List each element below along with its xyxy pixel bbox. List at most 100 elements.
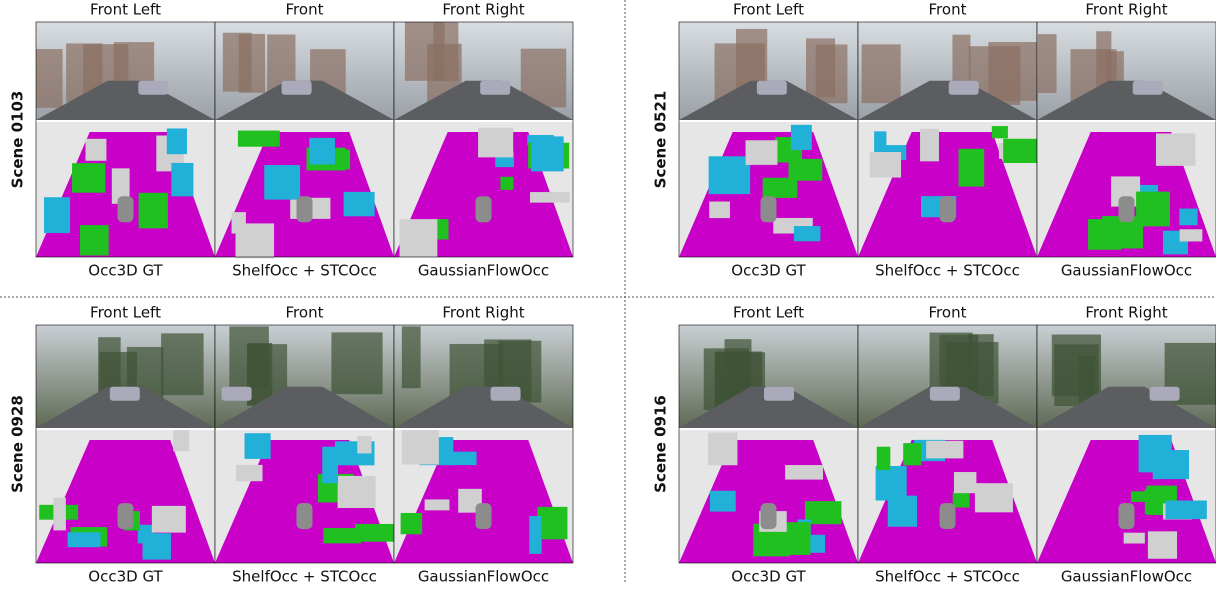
occ-voxel bbox=[529, 516, 541, 554]
occ-voxel bbox=[1148, 531, 1177, 558]
occ-voxel bbox=[322, 447, 338, 484]
car bbox=[222, 387, 252, 401]
ego-car bbox=[118, 503, 134, 529]
occ-voxel bbox=[264, 165, 300, 200]
ego-car bbox=[1119, 196, 1135, 222]
view-label: Front Left bbox=[90, 304, 161, 322]
occ-voxel bbox=[500, 177, 513, 190]
scene-label: Scene 0916 bbox=[652, 395, 670, 493]
method-label: ShelfOcc + STCOcc bbox=[875, 568, 1020, 586]
figure: Scene 0103Front LeftFrontFront RightOcc3… bbox=[0, 0, 1216, 594]
occ-voxel bbox=[709, 156, 751, 194]
occ-voxel bbox=[143, 533, 171, 559]
occ-voxel bbox=[338, 476, 376, 508]
occ-voxel bbox=[357, 436, 371, 453]
car bbox=[949, 81, 979, 95]
occ-voxel bbox=[1166, 501, 1207, 520]
occ-voxel bbox=[791, 125, 812, 150]
method-label: ShelfOcc + STCOcc bbox=[232, 262, 377, 280]
occ-voxel bbox=[920, 129, 939, 162]
building bbox=[161, 333, 203, 395]
car bbox=[282, 81, 312, 95]
occ-voxel bbox=[975, 483, 1013, 512]
method-label: Occ3D GT bbox=[731, 568, 806, 586]
car bbox=[491, 387, 521, 401]
occ-voxel bbox=[425, 499, 450, 510]
view-label: Front Left bbox=[90, 1, 161, 19]
occ-voxel bbox=[877, 447, 891, 470]
occ-voxel bbox=[537, 507, 567, 539]
ego-car bbox=[476, 196, 492, 222]
car bbox=[1133, 81, 1163, 95]
occ-voxel bbox=[531, 136, 564, 171]
car bbox=[138, 81, 168, 95]
ego-car bbox=[476, 503, 492, 529]
building bbox=[331, 332, 382, 394]
occ-voxel bbox=[68, 532, 101, 547]
occ-voxel bbox=[1156, 133, 1195, 165]
occ-voxel bbox=[86, 139, 107, 161]
occ-voxel bbox=[870, 152, 901, 178]
ego-car bbox=[761, 503, 777, 529]
view-label: Front bbox=[286, 304, 324, 322]
occ-voxel bbox=[785, 465, 823, 480]
building bbox=[36, 49, 63, 108]
occ-voxel bbox=[1124, 533, 1145, 544]
occ-voxel bbox=[236, 465, 262, 481]
view-label: Front Right bbox=[1085, 304, 1167, 322]
occ-voxel bbox=[992, 126, 1008, 138]
view-label: Front bbox=[286, 1, 324, 19]
occ-voxel bbox=[400, 219, 438, 257]
occ-voxel bbox=[710, 491, 736, 512]
occ-voxel bbox=[954, 472, 976, 493]
occ-voxel bbox=[926, 441, 963, 459]
scene-label: Scene 0928 bbox=[9, 395, 27, 493]
building bbox=[862, 44, 901, 103]
method-label: Occ3D GT bbox=[731, 262, 806, 280]
ego-car bbox=[297, 503, 313, 529]
view-label: Front bbox=[929, 304, 967, 322]
car bbox=[110, 387, 140, 401]
ego-car bbox=[297, 196, 313, 222]
building bbox=[736, 29, 767, 88]
occ-voxel bbox=[1088, 219, 1121, 250]
page: Scene 0103Front LeftFrontFront RightOcc3… bbox=[0, 0, 1216, 594]
method-label: Occ3D GT bbox=[88, 568, 163, 586]
occ-voxel bbox=[1139, 435, 1172, 472]
method-label: GaussianFlowOcc bbox=[418, 262, 549, 280]
occ-voxel bbox=[959, 149, 985, 187]
method-label: GaussianFlowOcc bbox=[1061, 568, 1192, 586]
occ-voxel bbox=[1180, 229, 1203, 241]
car bbox=[764, 387, 794, 401]
building bbox=[1038, 34, 1057, 93]
occ-voxel bbox=[80, 225, 109, 255]
occ-voxel bbox=[173, 430, 189, 451]
view-label: Front Right bbox=[442, 1, 524, 19]
occ-voxel bbox=[763, 178, 798, 198]
car bbox=[1150, 387, 1180, 401]
occ-voxel bbox=[1136, 192, 1170, 227]
view-label: Front Right bbox=[1085, 1, 1167, 19]
occ-voxel bbox=[953, 492, 970, 508]
car bbox=[930, 387, 960, 401]
ego-car bbox=[940, 503, 956, 529]
occ-voxel bbox=[245, 433, 271, 459]
car bbox=[757, 81, 787, 95]
view-label: Front bbox=[929, 1, 967, 19]
occ-voxel bbox=[876, 466, 907, 500]
occ-voxel bbox=[171, 163, 193, 196]
ego-car bbox=[761, 196, 777, 222]
occ-voxel bbox=[746, 140, 778, 165]
method-label: GaussianFlowOcc bbox=[418, 568, 549, 586]
occ-voxel bbox=[152, 506, 186, 533]
occ-voxel bbox=[309, 138, 335, 165]
occ-voxel bbox=[1131, 491, 1156, 502]
occ-voxel bbox=[344, 192, 375, 216]
method-label: GaussianFlowOcc bbox=[1061, 262, 1192, 280]
occ-voxel bbox=[236, 223, 275, 258]
occ-voxel bbox=[709, 202, 730, 219]
building bbox=[806, 38, 835, 97]
scene-label: Scene 0521 bbox=[652, 91, 670, 189]
ego-car bbox=[940, 196, 956, 222]
occ-voxel bbox=[888, 496, 917, 527]
